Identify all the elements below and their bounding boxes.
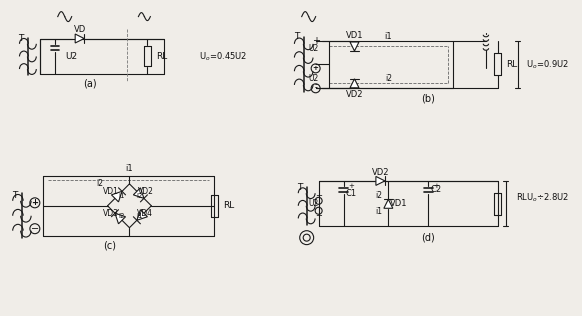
Text: (b): (b) [421, 93, 435, 103]
Text: U2: U2 [308, 199, 319, 208]
Text: U$_o$=0.45U2: U$_o$=0.45U2 [199, 50, 247, 63]
Text: U2: U2 [66, 52, 78, 61]
Text: C1: C1 [346, 189, 357, 198]
Text: VD1: VD1 [346, 31, 363, 40]
Text: (a): (a) [83, 78, 97, 88]
Polygon shape [350, 42, 359, 51]
Text: T: T [12, 191, 17, 200]
Text: U2: U2 [308, 44, 319, 53]
Text: -: - [314, 60, 317, 69]
Text: i1: i1 [118, 193, 125, 199]
Text: T: T [18, 34, 24, 43]
Text: i2: i2 [136, 193, 143, 199]
Text: RL: RL [223, 201, 235, 210]
Text: +: + [31, 198, 38, 207]
Text: i2: i2 [375, 191, 382, 200]
Text: T: T [294, 32, 299, 41]
Text: VD: VD [73, 25, 86, 34]
Polygon shape [115, 213, 126, 224]
Text: RL: RL [506, 60, 517, 69]
Text: i1: i1 [126, 164, 133, 173]
Polygon shape [384, 199, 393, 208]
Text: C2: C2 [431, 185, 442, 194]
Text: VD1: VD1 [102, 187, 119, 196]
Polygon shape [133, 188, 144, 198]
Text: +: + [313, 65, 318, 71]
Text: i2: i2 [385, 74, 392, 83]
Text: -: - [314, 80, 317, 89]
Text: i1: i1 [136, 213, 143, 219]
Text: VD1: VD1 [389, 199, 407, 208]
Text: RLU$_o$÷2.8U2: RLU$_o$÷2.8U2 [516, 191, 569, 204]
Text: −: − [31, 224, 39, 234]
Text: -: - [314, 85, 317, 91]
Text: VD2: VD2 [346, 90, 363, 99]
Polygon shape [75, 34, 84, 43]
Text: RL: RL [157, 52, 168, 61]
Text: +: + [349, 183, 354, 189]
Text: T: T [297, 183, 303, 192]
Text: i2: i2 [118, 213, 125, 219]
Text: −: − [315, 191, 322, 200]
Polygon shape [376, 176, 385, 185]
Text: U2: U2 [308, 74, 319, 83]
Text: U$_o$=0.9U2: U$_o$=0.9U2 [526, 58, 569, 71]
Text: i1: i1 [385, 32, 392, 41]
Polygon shape [137, 210, 147, 220]
Polygon shape [112, 191, 122, 202]
Text: +: + [433, 183, 439, 189]
Text: i1: i1 [375, 207, 382, 216]
Text: +: + [315, 211, 322, 220]
Text: (d): (d) [421, 233, 435, 243]
Text: VD2: VD2 [137, 187, 153, 196]
Text: VD3: VD3 [102, 209, 119, 218]
Text: i2: i2 [96, 179, 103, 188]
Text: +: + [311, 36, 320, 46]
Text: (c): (c) [103, 240, 116, 251]
Polygon shape [350, 79, 359, 88]
Text: VD4: VD4 [137, 209, 154, 218]
Text: VD2: VD2 [372, 168, 389, 178]
